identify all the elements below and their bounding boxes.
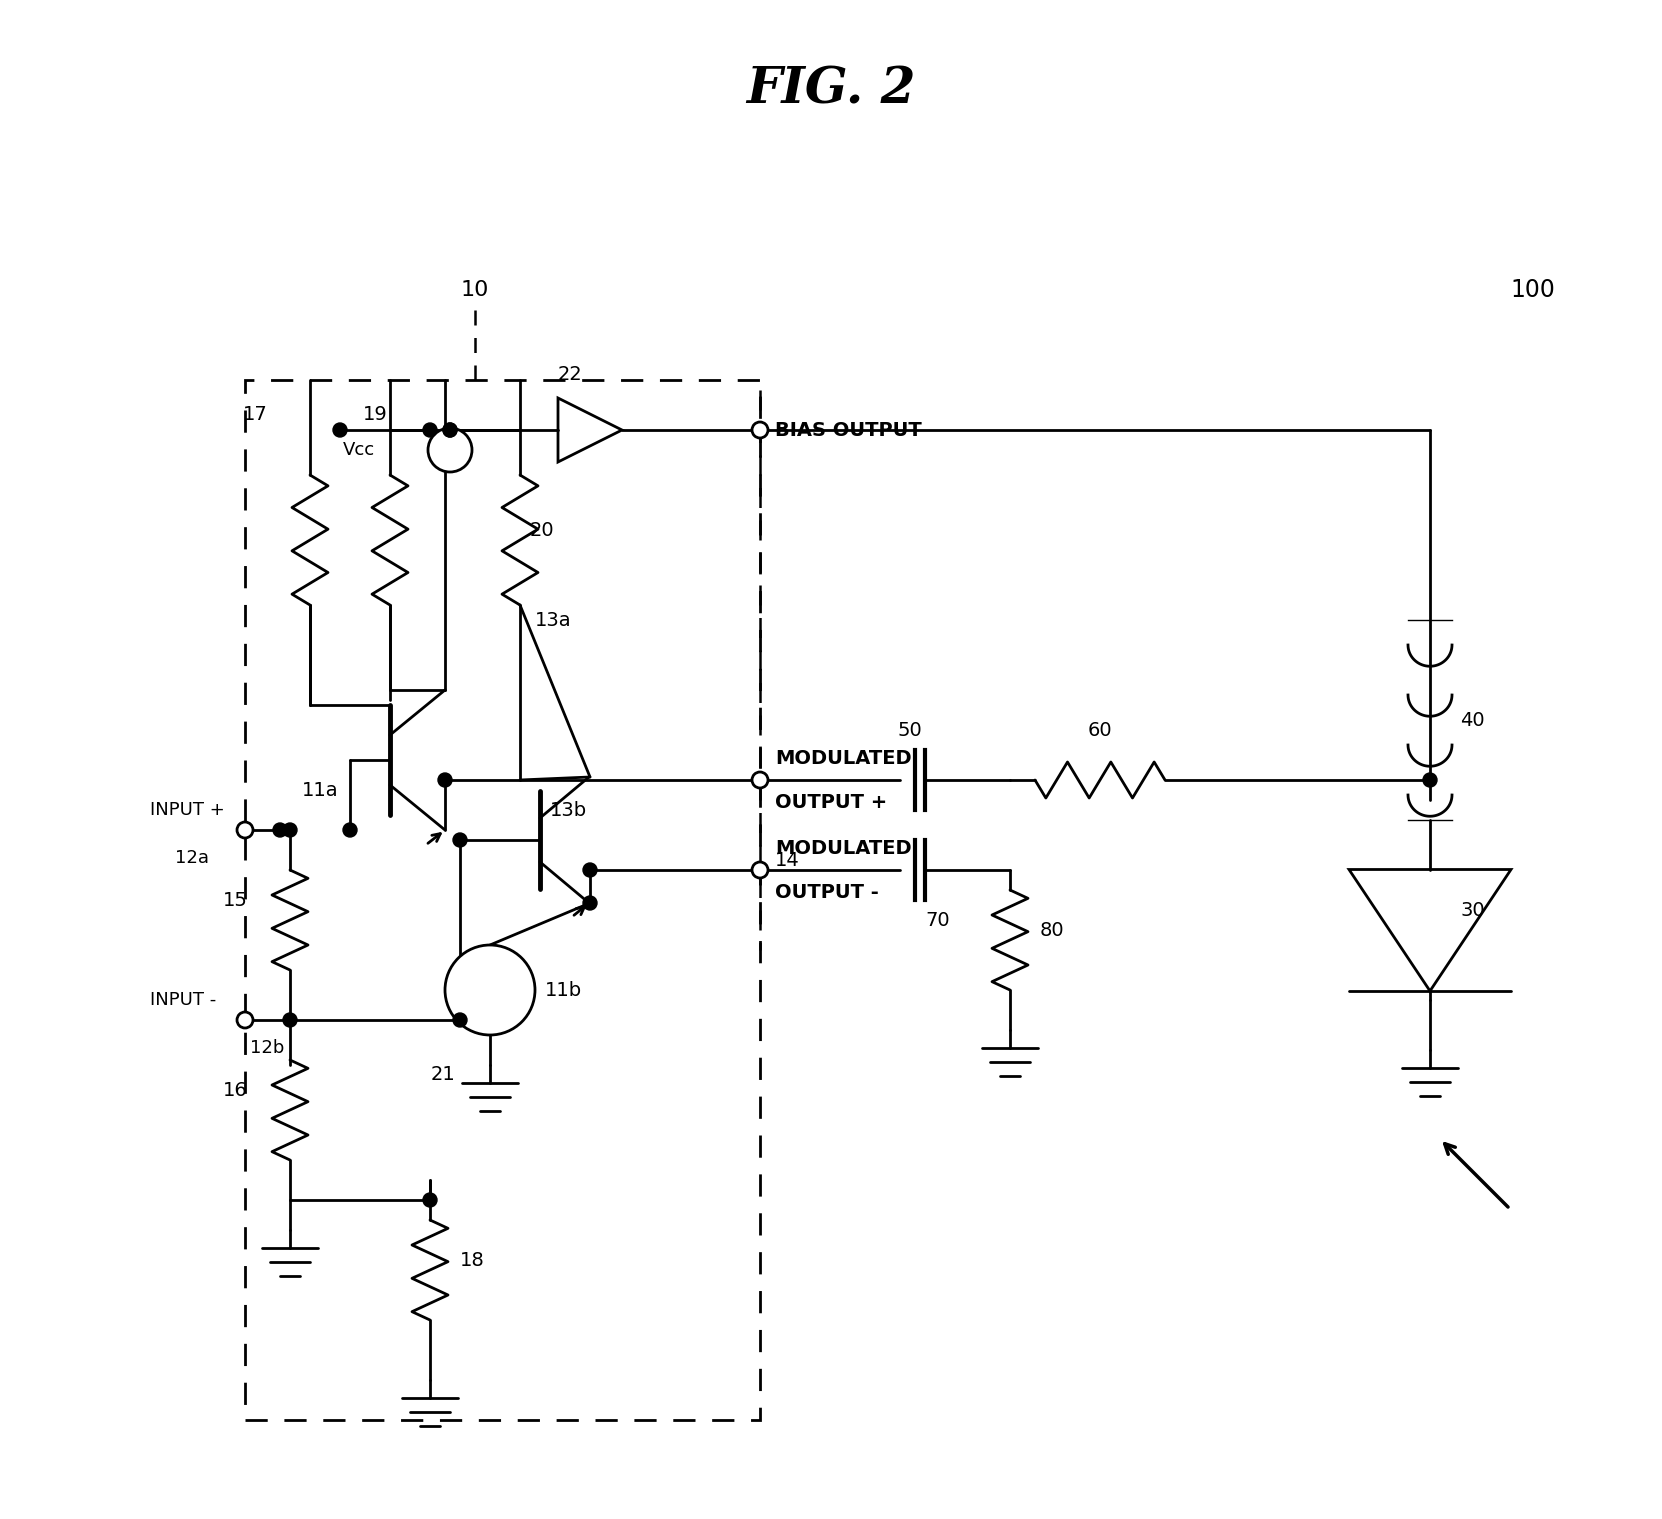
Text: MODULATED: MODULATED (774, 749, 912, 767)
Text: 20: 20 (530, 521, 555, 539)
Text: 12b: 12b (249, 1039, 284, 1057)
Circle shape (283, 1013, 297, 1027)
Text: 11a: 11a (302, 781, 339, 799)
Text: 10: 10 (460, 279, 489, 299)
Circle shape (283, 823, 297, 837)
Circle shape (445, 945, 535, 1034)
Text: 14: 14 (774, 851, 799, 869)
Circle shape (444, 422, 457, 437)
Circle shape (751, 861, 768, 878)
Text: 19: 19 (362, 406, 387, 424)
Text: OUTPUT -: OUTPUT - (774, 883, 879, 901)
Circle shape (238, 822, 253, 838)
Circle shape (444, 422, 457, 437)
Circle shape (751, 422, 768, 437)
Text: 16: 16 (223, 1080, 248, 1100)
Circle shape (751, 772, 768, 788)
Circle shape (273, 823, 288, 837)
Circle shape (454, 832, 467, 848)
Text: INPUT -: INPUT - (150, 990, 216, 1009)
Text: INPUT +: INPUT + (150, 801, 224, 819)
Text: 40: 40 (1459, 711, 1484, 729)
Circle shape (238, 1012, 253, 1028)
Text: 15: 15 (223, 890, 248, 910)
Text: 22: 22 (558, 366, 582, 384)
Text: BIAS OUTPUT: BIAS OUTPUT (774, 421, 922, 439)
Text: 13b: 13b (550, 801, 587, 819)
Text: 50: 50 (897, 720, 922, 740)
Text: 11b: 11b (545, 980, 582, 1000)
Circle shape (1423, 773, 1438, 787)
Text: Vcc: Vcc (342, 441, 376, 459)
Text: 70: 70 (926, 910, 949, 930)
Text: 18: 18 (460, 1250, 485, 1270)
Text: 12a: 12a (175, 849, 209, 867)
Circle shape (342, 823, 357, 837)
Text: 80: 80 (1040, 921, 1065, 939)
Text: 17: 17 (243, 406, 268, 424)
Circle shape (429, 428, 472, 472)
Text: 30: 30 (1459, 901, 1484, 919)
Circle shape (424, 1192, 437, 1208)
Text: 21: 21 (430, 1065, 455, 1085)
Circle shape (439, 773, 452, 787)
Circle shape (424, 422, 437, 437)
Text: 60: 60 (1087, 720, 1112, 740)
Circle shape (454, 1013, 467, 1027)
Text: MODULATED: MODULATED (774, 838, 912, 858)
Circle shape (332, 422, 347, 437)
Circle shape (583, 863, 597, 876)
Text: 100: 100 (1511, 278, 1556, 302)
Text: FIG. 2: FIG. 2 (746, 65, 916, 114)
Text: 13a: 13a (535, 611, 572, 629)
Text: OUTPUT +: OUTPUT + (774, 793, 888, 811)
Circle shape (583, 896, 597, 910)
